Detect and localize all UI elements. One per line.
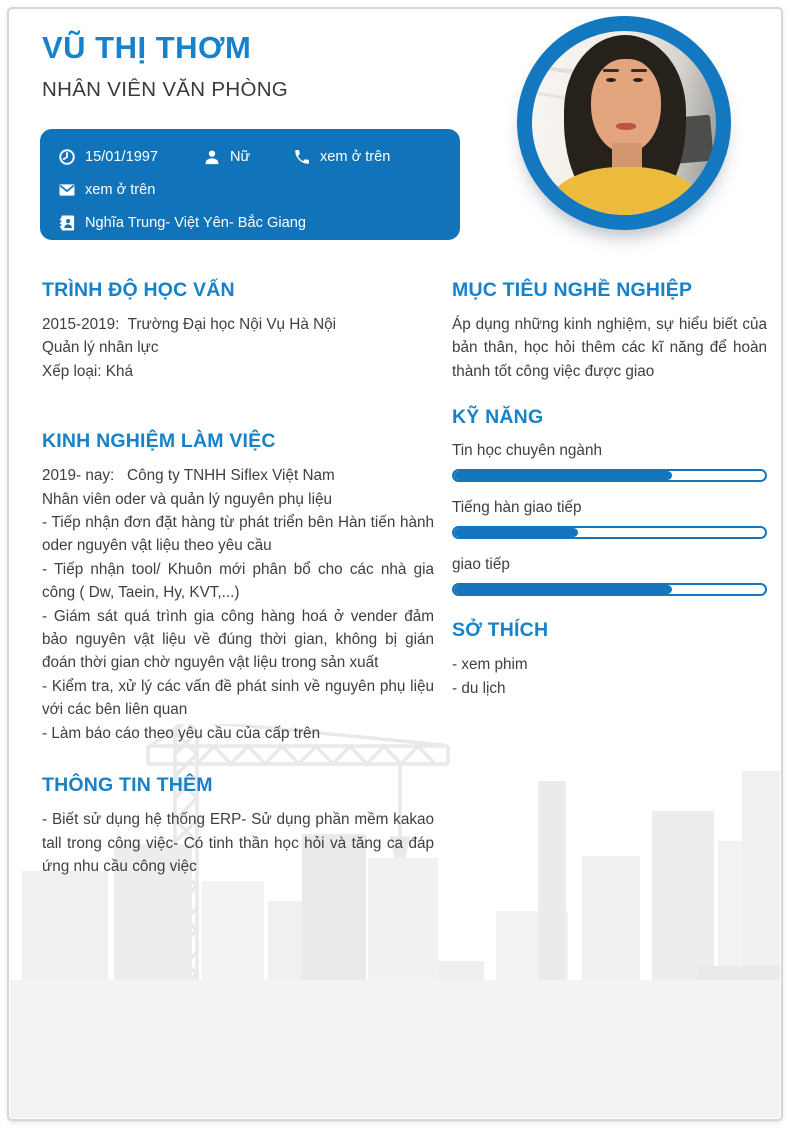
email-value: xem ở trên (85, 181, 156, 198)
skill-label: Tin học chuyên ngành (452, 442, 602, 460)
experience-period: 2019- nay: Công ty TNHH Siflex Việt Nam (42, 467, 335, 485)
city-skyline-background (10, 724, 780, 1118)
birthday-value: 15/01/1997 (85, 148, 159, 165)
phone-item: xem ở trên (293, 148, 390, 166)
photo-face-detail (633, 78, 643, 82)
candidate-job-title: NHÂN VIÊN VĂN PHÒNG (42, 78, 289, 101)
skill-progress-fill (454, 585, 672, 595)
experience-bullet: - Làm báo cáo theo yêu cầu của cấp trên (42, 724, 321, 742)
objective-text: Áp dụng những kinh nghiệm, sự hiểu biết … (452, 316, 767, 380)
section-skills: KỸ NĂNG Tin học chuyên ngành Tiếng hàn g… (452, 405, 767, 597)
info-row: 15/01/1997 Nữ xem ở trên (58, 140, 444, 173)
skill-item: Tiếng hàn giao tiếp (452, 497, 767, 540)
experience-bullet: - Giám sát quá trình gia công hàng hoá ở… (42, 607, 434, 672)
hobby-item: - xem phim (452, 656, 528, 674)
experience-bullet: - Kiểm tra, xử lý các vấn đề phát sinh v… (42, 677, 434, 719)
section-education: TRÌNH ĐỘ HỌC VẤN 2015-2019: Trường Đại h… (42, 278, 434, 383)
education-line: 2015-2019: Trường Đại học Nội Vụ Hà Nội (42, 316, 337, 333)
skill-item: giao tiếp (452, 554, 767, 597)
info-row: Nghĩa Trung- Việt Yên- Bắc Giang (58, 206, 444, 239)
section-title-hobbies: SỞ THÍCH (452, 619, 549, 642)
email-item: xem ở trên (58, 181, 155, 199)
address-value: Nghĩa Trung- Việt Yên- Bắc Giang (85, 214, 306, 231)
candidate-name: VŨ THỊ THƠM (42, 30, 252, 65)
skill-progress-bar (452, 583, 767, 597)
section-title-education: TRÌNH ĐỘ HỌC VẤN (42, 279, 235, 301)
skill-item: Tin học chuyên ngành (452, 440, 767, 483)
section-title-skills: KỸ NĂNG (452, 406, 544, 429)
section-hobbies: SỞ THÍCH - xem phim - du lịch (452, 618, 767, 700)
education-line: Quản lý nhân lực (42, 339, 159, 357)
experience-bullet: - Tiếp nhận tool/ Khuôn mới phân bổ cho … (42, 560, 434, 602)
photo-face-detail (616, 123, 636, 130)
photo-shirt (544, 167, 708, 215)
birthday-item: 15/01/1997 (58, 148, 203, 166)
skyline-base (10, 980, 780, 1118)
section-title-experience: KINH NGHIỆM LÀM VIỆC (42, 430, 276, 453)
person-icon (203, 148, 221, 166)
photo-face (591, 59, 661, 153)
phone-icon (293, 148, 311, 166)
section-experience: KINH NGHIỆM LÀM VIỆC 2019- nay: Công ty … (42, 429, 434, 745)
envelope-icon (58, 181, 76, 199)
skill-progress-bar (452, 469, 767, 483)
skill-progress-fill (454, 528, 579, 538)
phone-value: xem ở trên (320, 148, 391, 165)
info-row: xem ở trên (58, 173, 444, 206)
hobby-item: - du lịch (452, 679, 506, 697)
skill-progress-fill (454, 471, 672, 481)
clock-icon (58, 148, 76, 166)
contact-card-icon (58, 214, 76, 232)
experience-bullet: - Tiếp nhận đơn đặt hàng từ phát triển b… (42, 514, 434, 555)
skill-label: Tiếng hàn giao tiếp (452, 499, 582, 517)
photo-face-detail (606, 78, 616, 82)
skill-label: giao tiếp (452, 556, 510, 574)
address-item: Nghĩa Trung- Việt Yên- Bắc Giang (58, 214, 306, 232)
gender-value: Nữ (230, 148, 251, 165)
photo-face-detail (603, 69, 619, 72)
gender-item: Nữ (203, 148, 293, 166)
profile-photo (517, 16, 731, 230)
right-column: MỤC TIÊU NGHỀ NGHIỆP Áp dụng những kinh … (452, 278, 767, 700)
skill-progress-bar (452, 526, 767, 540)
section-objective: MỤC TIÊU NGHỀ NGHIỆP Áp dụng những kinh … (452, 278, 767, 383)
section-additional-info: THÔNG TIN THÊM - Biết sử dụng hệ thống E… (42, 773, 434, 878)
contact-info-box: 15/01/1997 Nữ xem ở trên xem ở trên (40, 129, 460, 240)
cv-page: VŨ THỊ THƠM NHÂN VIÊN VĂN PHÒNG 15/01/19… (7, 7, 783, 1121)
left-column: TRÌNH ĐỘ HỌC VẤN 2015-2019: Trường Đại h… (42, 278, 434, 878)
additional-info-text: - Biết sử dụng hệ thống ERP- Sử dụng phầ… (42, 811, 434, 875)
section-title-objective: MỤC TIÊU NGHỀ NGHIỆP (452, 279, 693, 301)
education-line: Xếp loại: Khá (42, 362, 133, 380)
experience-role: Nhân viên oder và quản lý nguyên phụ liệ… (42, 490, 332, 508)
photo-face-detail (631, 69, 647, 72)
section-title-additional-info: THÔNG TIN THÊM (42, 774, 213, 797)
